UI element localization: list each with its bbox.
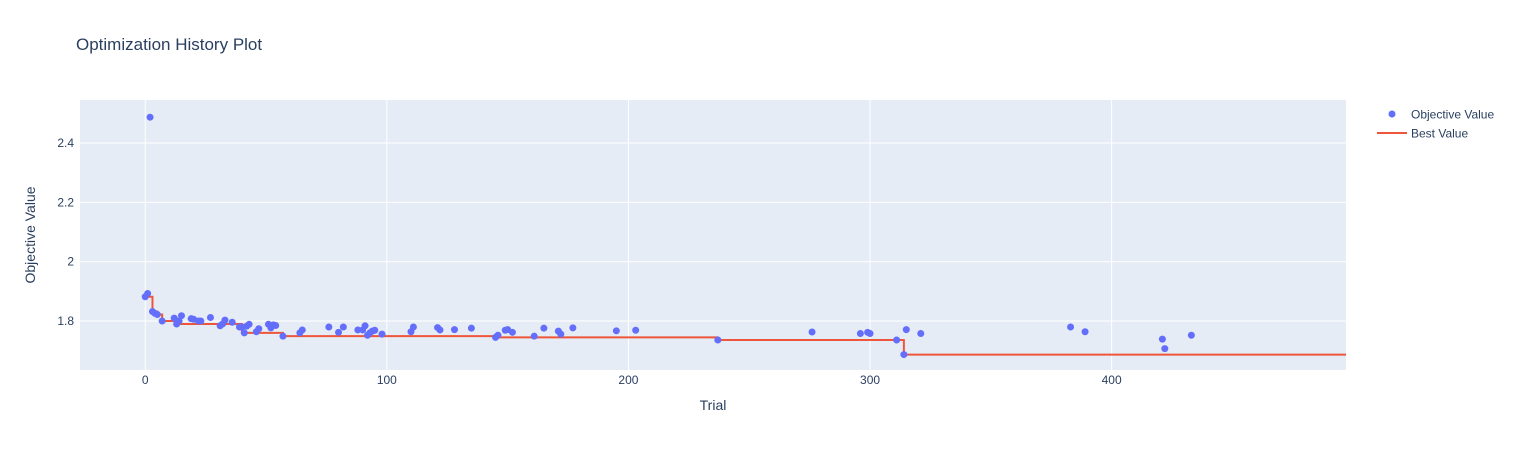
x-axis-title: Trial bbox=[700, 397, 727, 413]
x-axis-ticks: 0 100 200 300 400 bbox=[142, 373, 1122, 387]
objective-point[interactable] bbox=[158, 317, 166, 325]
objective-point[interactable] bbox=[450, 326, 458, 334]
legend-label-best-value: Best Value bbox=[1411, 127, 1468, 141]
objective-point[interactable] bbox=[354, 326, 362, 334]
objective-point[interactable] bbox=[221, 316, 229, 324]
objective-point[interactable] bbox=[866, 330, 874, 338]
chart-title: Optimization History Plot bbox=[76, 35, 262, 54]
objective-point[interactable] bbox=[371, 326, 379, 334]
objective-point[interactable] bbox=[856, 330, 864, 338]
legend-label-objective-value: Objective Value bbox=[1411, 108, 1494, 122]
objective-point[interactable] bbox=[557, 330, 565, 338]
objective-point[interactable] bbox=[612, 327, 620, 335]
y-tick-label: 2 bbox=[67, 255, 74, 269]
objective-point[interactable] bbox=[540, 324, 548, 332]
x-tick-label: 200 bbox=[618, 373, 638, 387]
objective-point[interactable] bbox=[569, 324, 577, 332]
y-tick-label: 1.8 bbox=[57, 314, 74, 328]
objective-point[interactable] bbox=[1161, 345, 1169, 353]
objective-point[interactable] bbox=[714, 336, 722, 344]
objective-point[interactable] bbox=[409, 323, 417, 331]
x-tick-label: 400 bbox=[1102, 373, 1122, 387]
y-tick-label: 2.4 bbox=[57, 136, 74, 150]
y-tick-label: 2.2 bbox=[57, 195, 74, 209]
objective-point[interactable] bbox=[900, 351, 908, 359]
objective-point[interactable] bbox=[279, 332, 287, 340]
y-axis-title: Objective Value bbox=[22, 186, 38, 283]
objective-point[interactable] bbox=[146, 113, 154, 121]
objective-point[interactable] bbox=[893, 336, 901, 344]
objective-point[interactable] bbox=[255, 325, 263, 333]
objective-point[interactable] bbox=[361, 322, 369, 330]
objective-point[interactable] bbox=[197, 317, 205, 325]
objective-point[interactable] bbox=[298, 326, 306, 334]
objective-point[interactable] bbox=[494, 331, 502, 339]
objective-point[interactable] bbox=[1187, 331, 1195, 339]
objective-point[interactable] bbox=[339, 323, 347, 331]
objective-point[interactable] bbox=[1158, 335, 1166, 343]
objective-point[interactable] bbox=[378, 330, 386, 338]
objective-value-series bbox=[141, 113, 1195, 359]
objective-point[interactable] bbox=[917, 330, 925, 338]
x-tick-label: 0 bbox=[142, 373, 149, 387]
objective-point[interactable] bbox=[240, 329, 248, 337]
objective-point[interactable] bbox=[1067, 323, 1075, 331]
legend-item-objective-value[interactable]: Objective Value bbox=[1388, 108, 1495, 122]
objective-point[interactable] bbox=[808, 328, 816, 336]
objective-point[interactable] bbox=[632, 326, 640, 334]
legend-marker-icon bbox=[1388, 110, 1396, 118]
objective-point[interactable] bbox=[153, 311, 161, 319]
objective-point[interactable] bbox=[228, 318, 236, 326]
x-tick-label: 300 bbox=[860, 373, 880, 387]
objective-point[interactable] bbox=[245, 320, 253, 328]
legend: Objective Value Best Value bbox=[1377, 108, 1494, 141]
objective-point[interactable] bbox=[1081, 328, 1089, 336]
objective-point[interactable] bbox=[335, 328, 343, 336]
x-tick-label: 100 bbox=[377, 373, 397, 387]
objective-point[interactable] bbox=[175, 317, 183, 325]
objective-point[interactable] bbox=[530, 332, 538, 340]
objective-point[interactable] bbox=[467, 324, 475, 332]
objective-point[interactable] bbox=[206, 313, 214, 321]
objective-point[interactable] bbox=[436, 326, 444, 334]
legend-item-best-value[interactable]: Best Value bbox=[1377, 127, 1468, 141]
objective-point[interactable] bbox=[272, 321, 280, 329]
objective-point[interactable] bbox=[325, 323, 333, 331]
plot-area[interactable] bbox=[80, 100, 1346, 370]
y-axis-ticks: 1.8 2 2.2 2.4 bbox=[57, 136, 74, 328]
objective-point[interactable] bbox=[144, 289, 152, 297]
objective-point[interactable] bbox=[902, 326, 910, 334]
objective-point[interactable] bbox=[508, 328, 516, 336]
objective-point[interactable] bbox=[177, 312, 185, 320]
gridlines bbox=[80, 100, 1346, 370]
